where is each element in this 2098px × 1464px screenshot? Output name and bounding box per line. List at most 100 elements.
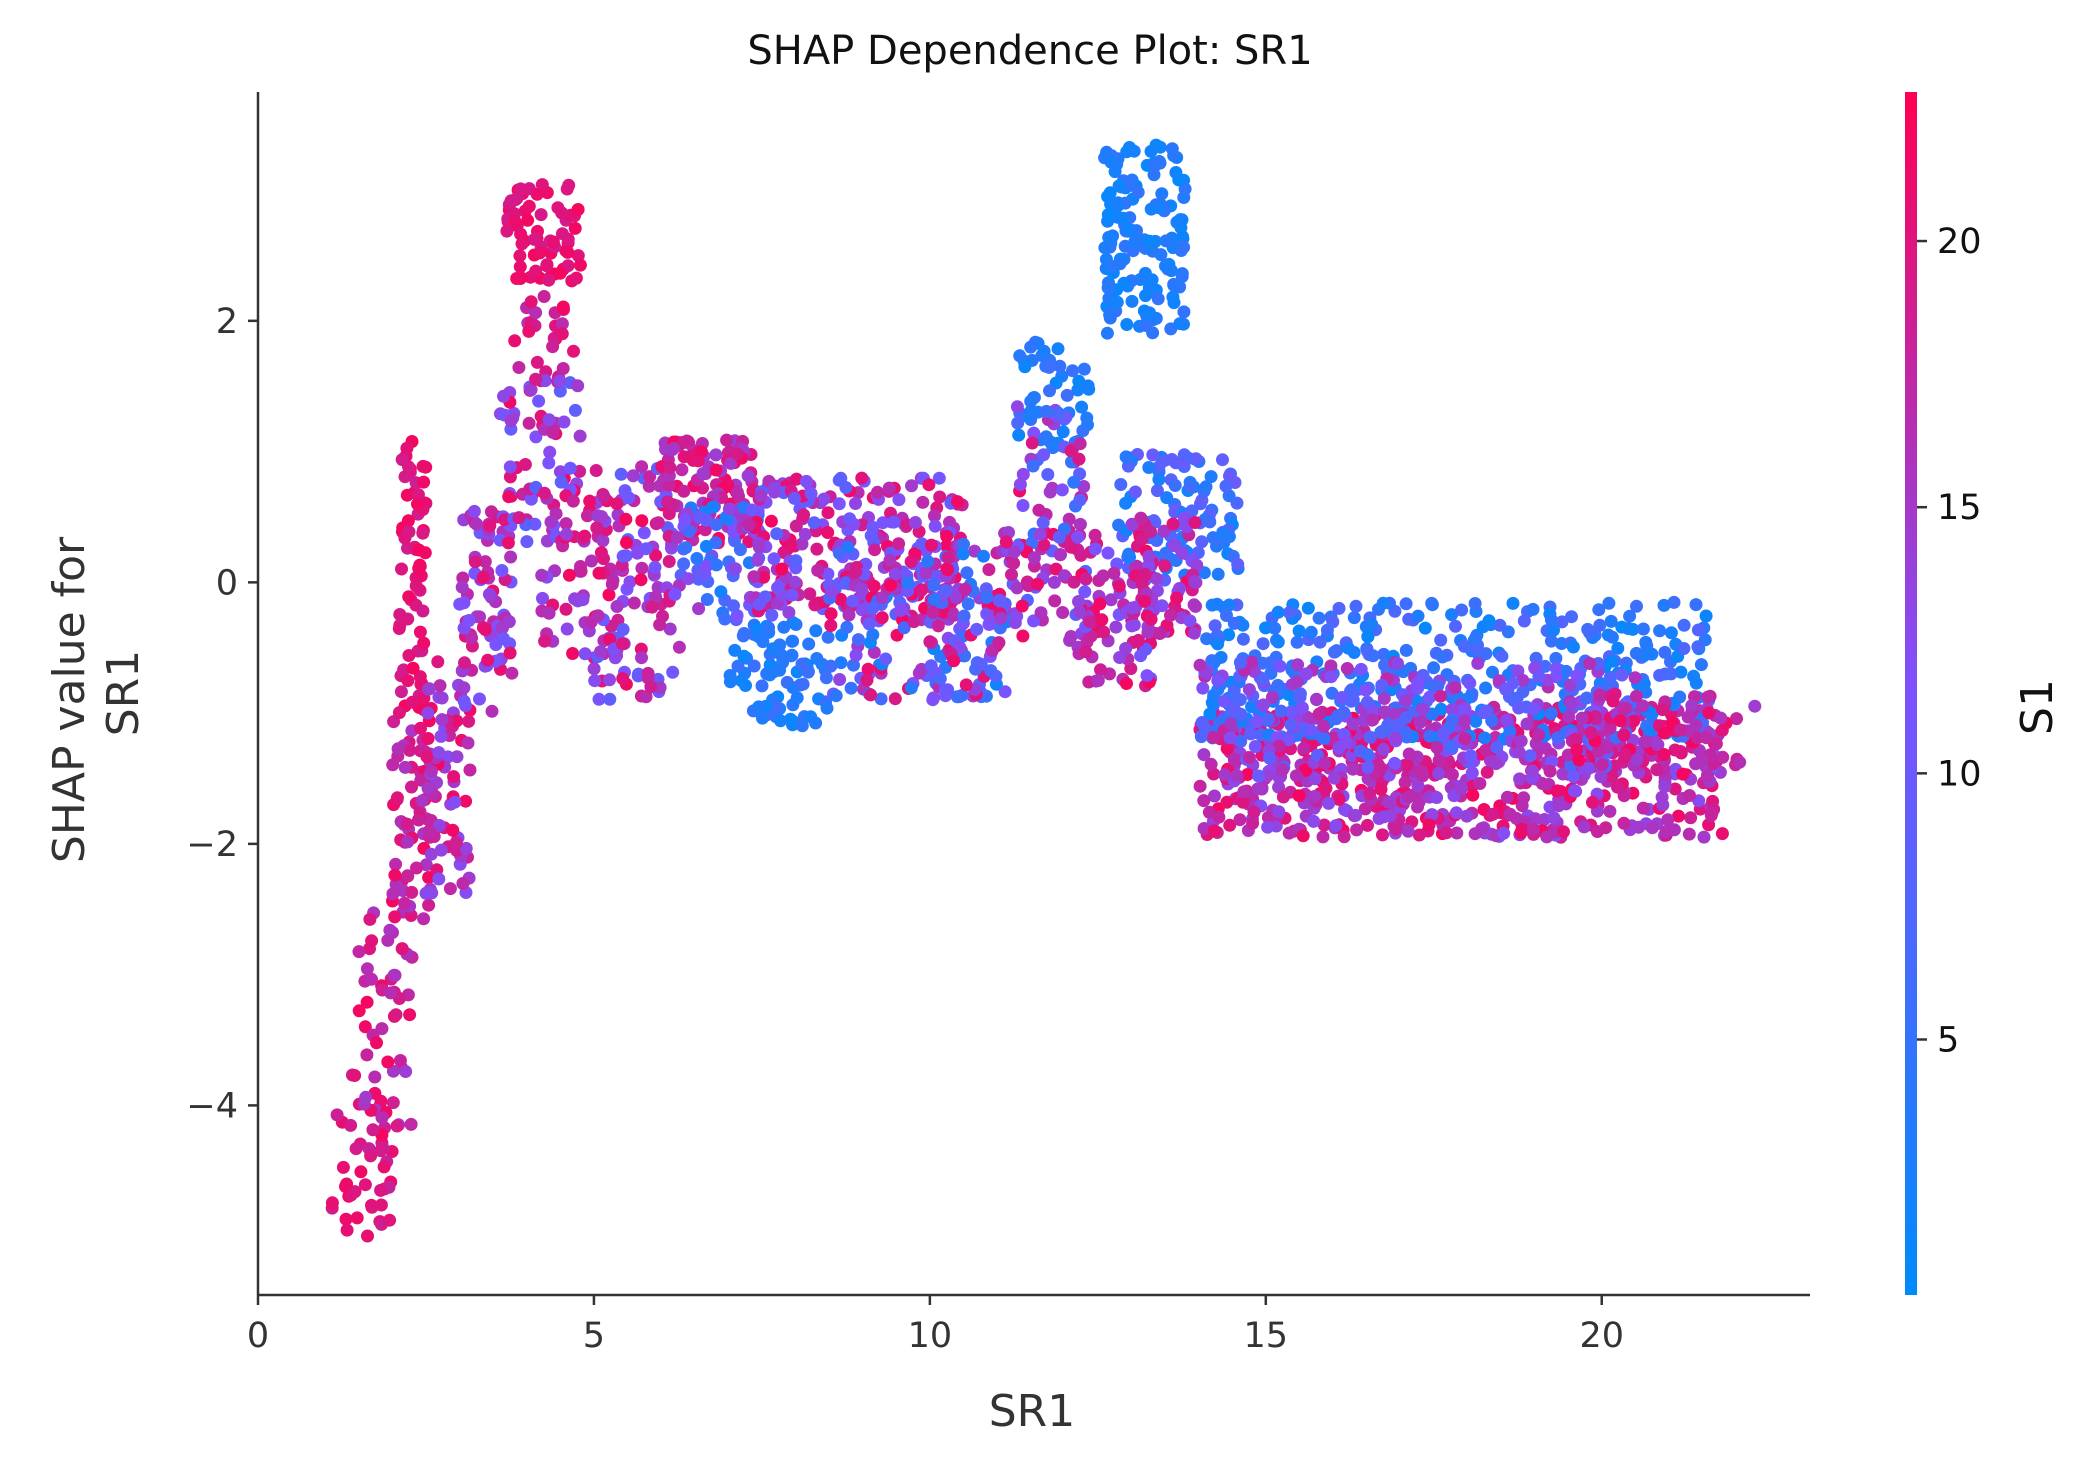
data-point (1317, 719, 1331, 733)
data-point (535, 568, 549, 582)
data-point (484, 505, 498, 519)
data-point (1699, 609, 1713, 623)
data-point (1346, 693, 1360, 707)
data-point (557, 415, 571, 429)
data-point (1159, 234, 1173, 248)
data-point (1513, 772, 1527, 786)
data-point (1401, 790, 1415, 804)
data-point (1138, 266, 1152, 280)
data-point (508, 214, 522, 228)
data-point (1376, 828, 1389, 842)
data-point (524, 492, 538, 506)
data-point (559, 602, 573, 616)
data-point (739, 679, 752, 692)
data-point (1478, 731, 1492, 745)
data-point (1659, 825, 1673, 839)
data-point (651, 516, 665, 530)
x-tick-label: 20 (1579, 1316, 1624, 1356)
data-point (561, 245, 575, 259)
data-point (730, 485, 744, 499)
data-point (352, 1004, 366, 1018)
data-point (1211, 637, 1225, 651)
data-point (757, 570, 771, 584)
data-point (709, 518, 723, 532)
data-point (802, 637, 816, 651)
scatter-points (325, 138, 1762, 1243)
data-point (1222, 628, 1236, 642)
data-point (1151, 201, 1165, 215)
data-point (1389, 823, 1403, 836)
data-point (556, 300, 570, 314)
data-point (1375, 678, 1389, 692)
data-point (1361, 818, 1374, 832)
data-point (1301, 601, 1315, 615)
data-point (1716, 750, 1730, 764)
data-point (864, 529, 878, 543)
data-point (1345, 683, 1359, 697)
data-point (1564, 697, 1578, 711)
data-point (1083, 615, 1096, 629)
data-point (821, 630, 835, 644)
data-point (401, 612, 415, 626)
data-point (465, 631, 479, 645)
data-point (1482, 614, 1496, 628)
data-point (504, 550, 518, 564)
data-point (1203, 707, 1217, 721)
data-point (461, 736, 475, 750)
data-point (358, 1178, 372, 1192)
data-point (1658, 780, 1672, 793)
data-point (1153, 156, 1167, 170)
data-point (1207, 730, 1220, 744)
data-point (546, 425, 560, 439)
data-point (420, 750, 434, 764)
data-point (867, 579, 881, 593)
data-point (785, 648, 799, 662)
data-point (483, 519, 497, 533)
data-point (530, 187, 544, 201)
data-point (824, 607, 838, 621)
data-point (1101, 546, 1115, 560)
data-point (386, 887, 400, 901)
data-point (384, 986, 398, 1000)
data-point (1709, 737, 1723, 751)
data-point (1415, 702, 1429, 716)
data-point (1460, 809, 1474, 823)
data-point (363, 912, 377, 926)
data-point (1673, 723, 1687, 737)
data-point (1471, 656, 1485, 670)
data-point (1411, 609, 1425, 623)
data-point (1674, 665, 1688, 679)
data-point (737, 627, 751, 640)
data-point (478, 555, 492, 569)
data-point (1071, 530, 1085, 544)
data-point (1514, 734, 1528, 748)
data-point (455, 580, 469, 594)
data-point (589, 464, 603, 477)
data-point (866, 628, 880, 642)
data-point (1193, 779, 1207, 793)
data-point (989, 669, 1003, 683)
data-point (982, 563, 996, 577)
data-point (1037, 448, 1051, 462)
data-point (1457, 639, 1471, 653)
data-point (614, 467, 628, 481)
data-point (542, 456, 556, 470)
data-point (594, 645, 607, 659)
data-point (578, 647, 592, 661)
data-point (588, 674, 602, 688)
data-point (340, 1223, 354, 1237)
data-point (1575, 711, 1589, 725)
data-point (770, 527, 784, 541)
data-point (1593, 688, 1607, 702)
data-point (1125, 619, 1139, 633)
data-point (518, 458, 532, 471)
data-point (897, 621, 911, 635)
data-point (1653, 624, 1667, 638)
data-point (1291, 675, 1304, 689)
data-point (1503, 807, 1517, 821)
data-point (1527, 702, 1541, 716)
data-point (555, 206, 569, 220)
data-point (992, 636, 1006, 650)
data-point (718, 612, 732, 626)
data-point (1292, 789, 1306, 803)
